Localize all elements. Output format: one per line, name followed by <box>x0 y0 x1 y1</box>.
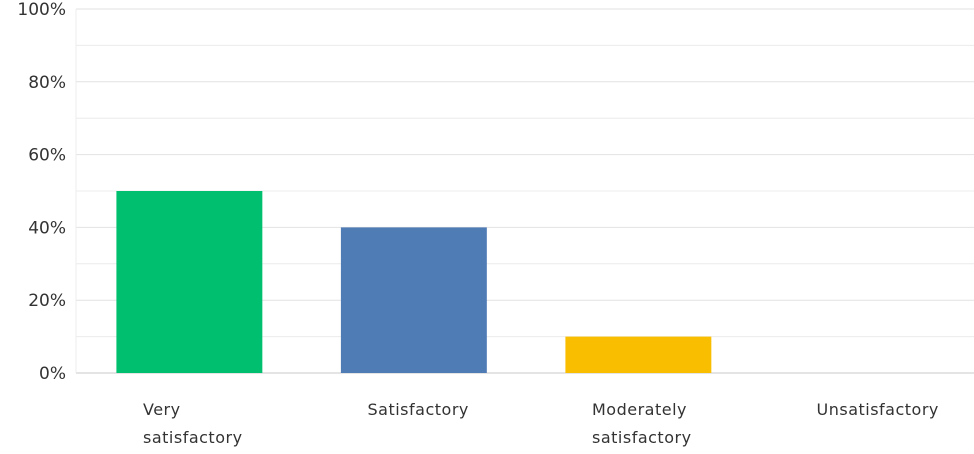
x-tick-label: Moderately satisfactory <box>592 400 692 447</box>
y-tick-label: 40% <box>28 218 66 238</box>
y-tick-label: 60% <box>28 146 66 166</box>
y-tick-label: 100% <box>17 0 66 20</box>
x-tick-label: Satisfactory <box>367 400 469 419</box>
x-tick-label: Very satisfactory <box>143 400 243 447</box>
y-tick-label: 0% <box>39 364 66 384</box>
y-tick-label: 80% <box>28 73 66 93</box>
y-tick-label: 20% <box>28 291 66 311</box>
bar <box>116 191 263 373</box>
bar <box>565 336 712 373</box>
bar <box>340 227 487 373</box>
x-tick-label: Unsatisfactory <box>816 400 939 419</box>
